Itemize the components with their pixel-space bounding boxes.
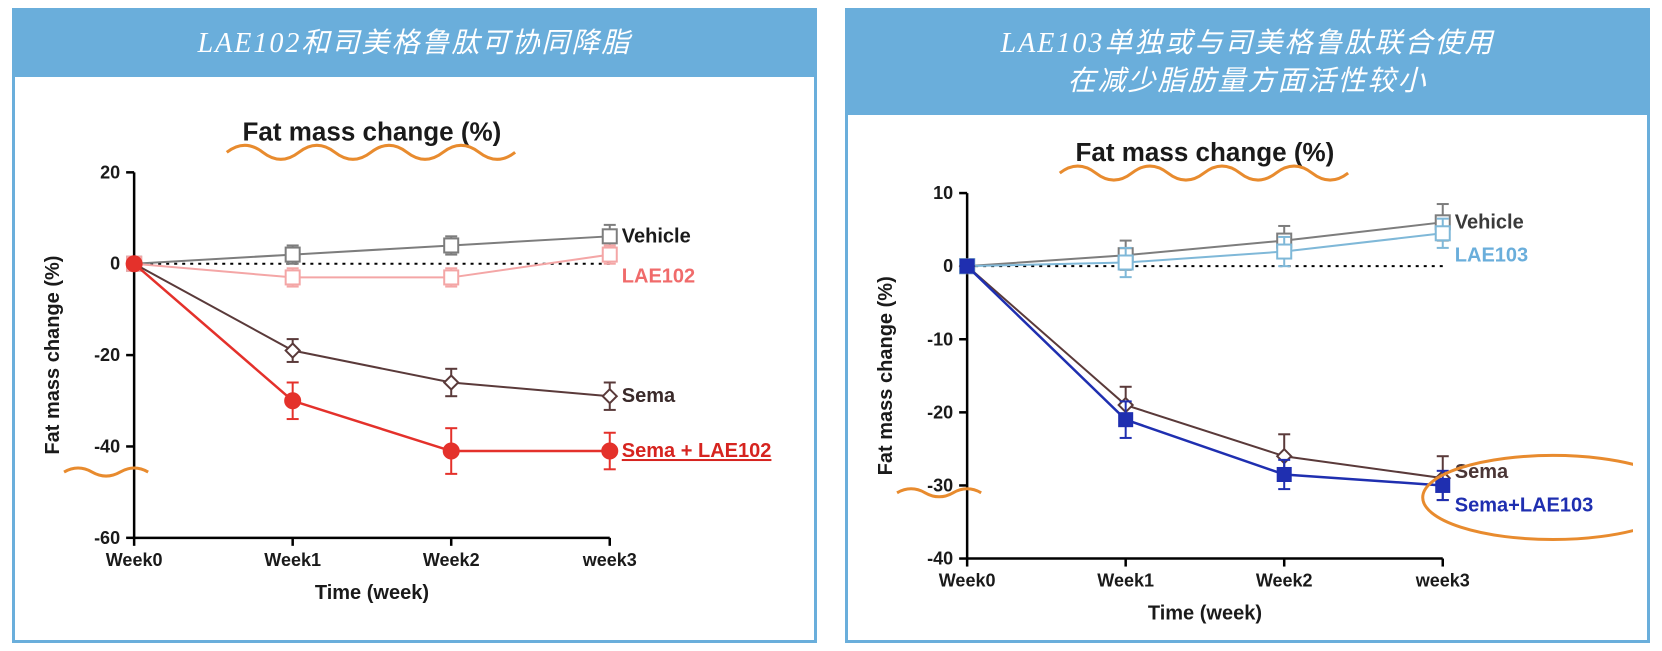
svg-text:Week2: Week2 (1256, 570, 1313, 590)
svg-text:0: 0 (943, 256, 953, 276)
svg-text:Fat mass change (%): Fat mass change (%) (42, 255, 64, 454)
series-SemaLAE103 (960, 259, 1450, 500)
svg-text:-30: -30 (927, 475, 953, 495)
svg-text:Week0: Week0 (106, 550, 163, 570)
svg-text:-40: -40 (94, 436, 120, 456)
series-label-SemaLAE102: Sema + LAE102 (622, 440, 772, 462)
panel-right-chart: Fat mass change (%) -40 -30 -20 -10 0 10 Week0 W… (848, 115, 1647, 644)
series-Sema (127, 257, 617, 410)
panel-left-chart: Fat mass change (%) -60 -40 -20 0 20 Week0 Week… (15, 77, 814, 640)
svg-text:Fat mass change (%): Fat mass change (%) (243, 116, 502, 146)
svg-text:Week2: Week2 (423, 550, 480, 570)
panel-left: LAE102和司美格鲁肽可协同降脂 Fat mass change (%) -60… (12, 8, 817, 643)
svg-text:week3: week3 (582, 550, 637, 570)
svg-text:Fat mass change (%): Fat mass change (%) (875, 276, 897, 475)
svg-text:Fat mass change (%): Fat mass change (%) (1076, 137, 1335, 167)
svg-text:-60: -60 (94, 528, 120, 548)
svg-text:10: 10 (933, 183, 953, 203)
chart-left-svg: Fat mass change (%) -60 -40 -20 0 20 Week0 Week… (29, 95, 800, 630)
svg-text:Week1: Week1 (264, 550, 321, 570)
series-Vehicle (960, 204, 1450, 273)
panel-right-header: LAE103单独或与司美格鲁肽联合使用在减少脂肪量方面活性较小 (848, 11, 1647, 115)
svg-text:-10: -10 (927, 329, 953, 349)
series-label-LAE102: LAE102 (622, 265, 695, 287)
svg-text:Time (week): Time (week) (315, 582, 429, 604)
series-label-Vehicle: Vehicle (1455, 211, 1524, 233)
panel-left-header: LAE102和司美格鲁肽可协同降脂 (15, 11, 814, 77)
svg-text:-20: -20 (94, 345, 120, 365)
svg-text:Time (week): Time (week) (1148, 602, 1262, 624)
series-LAE102 (127, 245, 617, 286)
svg-text:-20: -20 (927, 402, 953, 422)
svg-text:0: 0 (110, 254, 120, 274)
panel-right: LAE103单独或与司美格鲁肽联合使用在减少脂肪量方面活性较小 Fat mass… (845, 8, 1650, 643)
series-label-SemaLAE103: Sema+LAE103 (1455, 494, 1594, 516)
series-label-LAE103: LAE103 (1455, 244, 1528, 266)
svg-text:Week0: Week0 (939, 570, 996, 590)
series-label-Vehicle: Vehicle (622, 225, 691, 247)
series-SemaLAE102 (126, 256, 618, 474)
series-Sema (960, 259, 1450, 500)
chart-right-svg: Fat mass change (%) -40 -30 -20 -10 0 10 Week0 W… (862, 133, 1633, 634)
svg-text:Week1: Week1 (1097, 570, 1154, 590)
series-label-Sema: Sema (622, 385, 676, 407)
svg-text:-40: -40 (927, 548, 953, 568)
svg-text:20: 20 (100, 162, 120, 182)
svg-text:week3: week3 (1415, 570, 1470, 590)
series-label-Sema: Sema (1455, 461, 1509, 483)
